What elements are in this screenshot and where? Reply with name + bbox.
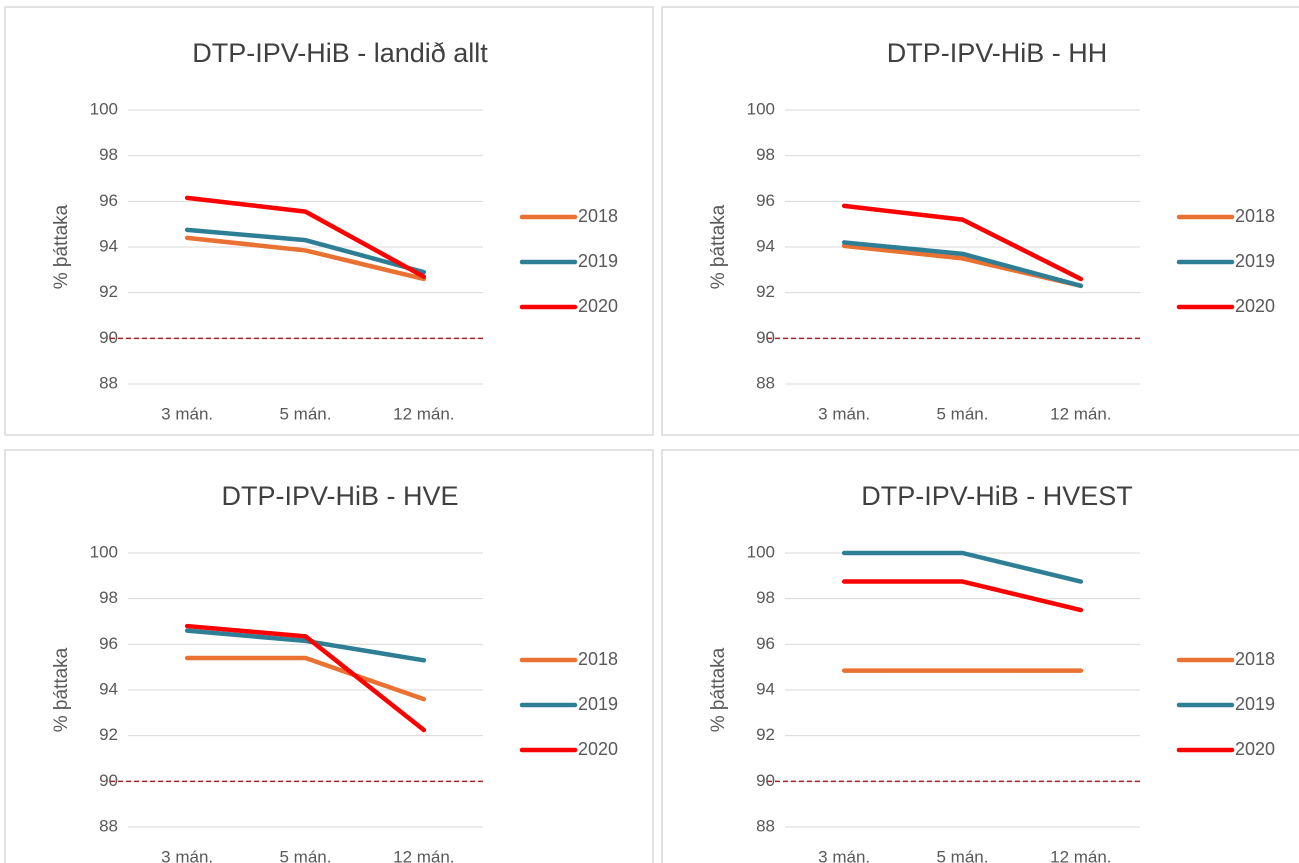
y-tick-label: 88 (756, 816, 775, 835)
y-tick-label: 88 (99, 373, 118, 392)
x-tick-label: 3 mán. (161, 847, 213, 863)
legend-label: 2020 (1235, 296, 1275, 316)
y-tick-label: 94 (756, 236, 775, 255)
x-tick-label: 12 mán. (1050, 847, 1111, 863)
y-tick-label: 94 (99, 679, 118, 698)
y-tick-label: 92 (756, 282, 775, 301)
y-tick-label: 94 (756, 679, 775, 698)
y-tick-label: 98 (99, 588, 118, 607)
y-tick-label: 90 (756, 771, 775, 790)
legend-label: 2018 (578, 649, 618, 669)
series-line (841, 579, 1084, 613)
x-tick-label: 3 mán. (818, 847, 870, 863)
x-tick-label: 3 mán. (161, 404, 213, 423)
y-tick-label: 90 (99, 328, 118, 347)
y-tick-label: 94 (99, 236, 118, 255)
y-tick-label: 98 (99, 145, 118, 164)
legend-label: 2020 (578, 296, 618, 316)
panel-border (661, 449, 1299, 863)
panel-border (4, 6, 654, 436)
x-tick-label: 12 mán. (393, 847, 454, 863)
series-line (841, 240, 1084, 289)
y-tick-label: 92 (99, 725, 118, 744)
y-tick-label: 96 (99, 634, 118, 653)
chart-panel: DTP-IPV-HiB - landið allt % þáttaka 88 90 92… (4, 6, 654, 436)
series-line (841, 203, 1084, 282)
y-tick-label: 96 (756, 634, 775, 653)
y-tick-label: 100 (90, 542, 118, 561)
y-tick-label: 92 (99, 282, 118, 301)
series-line (184, 623, 427, 733)
chart-panel: DTP-IPV-HiB - HVEST % þáttaka 88 90 92 94 96 98… (661, 449, 1299, 863)
y-tick-label: 98 (756, 145, 775, 164)
x-tick-label: 5 mán. (280, 404, 332, 423)
y-tick-label: 98 (756, 588, 775, 607)
series-line (841, 550, 1084, 584)
legend-label: 2018 (1235, 206, 1275, 226)
chart-panel: DTP-IPV-HiB - HH % þáttaka 88 90 92 94 96 98 100… (661, 6, 1299, 436)
x-tick-label: 5 mán. (937, 847, 989, 863)
chart-title: DTP-IPV-HiB - HH (887, 38, 1108, 68)
y-tick-label: 96 (756, 191, 775, 210)
y-tick-label: 88 (99, 816, 118, 835)
x-tick-label: 12 mán. (1050, 404, 1111, 423)
y-axis-title: % þáttaka (51, 647, 72, 732)
legend-label: 2020 (1235, 739, 1275, 759)
x-tick-label: 5 mán. (280, 847, 332, 863)
y-tick-label: 96 (99, 191, 118, 210)
x-tick-label: 3 mán. (818, 404, 870, 423)
y-tick-label: 88 (756, 373, 775, 392)
legend-label: 2019 (1235, 694, 1275, 714)
y-tick-label: 100 (747, 99, 775, 118)
series-line (184, 195, 427, 279)
y-tick-label: 100 (747, 542, 775, 561)
legend-label: 2019 (1235, 251, 1275, 271)
legend-label: 2019 (578, 251, 618, 271)
panel-border (661, 6, 1299, 436)
x-tick-label: 5 mán. (937, 404, 989, 423)
chart-title: DTP-IPV-HiB - HVE (221, 481, 458, 511)
y-tick-label: 100 (90, 99, 118, 118)
chart-title: DTP-IPV-HiB - landið allt (192, 38, 488, 68)
chart-panel: DTP-IPV-HiB - HVE % þáttaka 88 90 92 94 96 98 10… (4, 449, 654, 863)
series-line (184, 227, 427, 275)
y-axis-title: % þáttaka (708, 204, 729, 289)
y-tick-label: 92 (756, 725, 775, 744)
chart-title: DTP-IPV-HiB - HVEST (861, 481, 1133, 511)
y-axis-title: % þáttaka (708, 647, 729, 732)
legend-label: 2018 (1235, 649, 1275, 669)
legend-label: 2019 (578, 694, 618, 714)
y-tick-label: 90 (756, 328, 775, 347)
x-tick-label: 12 mán. (393, 404, 454, 423)
y-axis-title: % þáttaka (51, 204, 72, 289)
legend-label: 2020 (578, 739, 618, 759)
legend-label: 2018 (578, 206, 618, 226)
series-line (184, 655, 427, 702)
series-line (184, 235, 427, 282)
series-line (184, 628, 427, 663)
y-tick-label: 90 (99, 771, 118, 790)
